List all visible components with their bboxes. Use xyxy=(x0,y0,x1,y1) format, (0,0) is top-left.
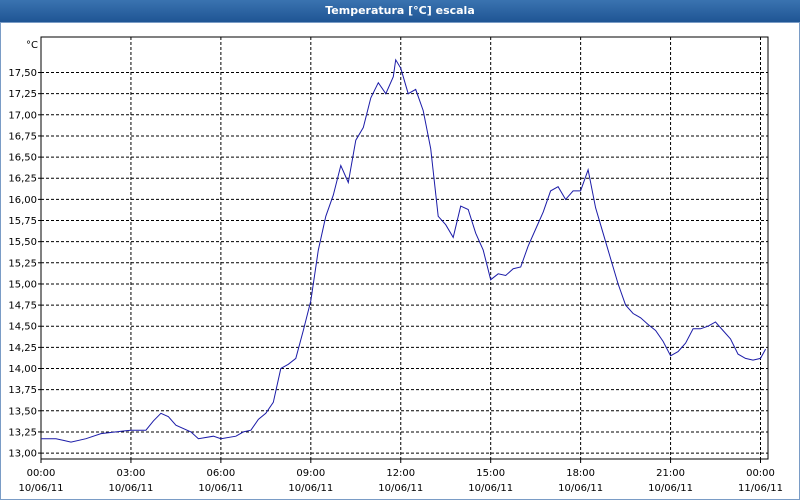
x-tick-label: 15:00 xyxy=(476,468,505,479)
x-tick-label: 00:00 xyxy=(746,468,775,479)
x-tick-label: 06:00 xyxy=(206,468,235,479)
y-tick-label: 16,50 xyxy=(8,153,37,164)
x-tick-label: 21:00 xyxy=(656,468,685,479)
y-tick-label: 14,25 xyxy=(8,343,37,354)
y-tick-label: 15,00 xyxy=(8,279,37,290)
y-tick-label: 14,75 xyxy=(8,301,37,312)
y-tick-label: 13,00 xyxy=(8,449,37,460)
x-tick-date: 10/06/11 xyxy=(19,483,64,494)
x-tick-date: 10/06/11 xyxy=(648,483,693,494)
y-tick-label: 17,50 xyxy=(8,68,37,79)
x-tick-label: 12:00 xyxy=(386,468,415,479)
y-tick-label: 16,75 xyxy=(8,131,37,142)
panel-border xyxy=(0,22,800,500)
x-tick-label: 18:00 xyxy=(566,468,595,479)
x-tick-date: 10/06/11 xyxy=(468,483,513,494)
x-tick-date: 10/06/11 xyxy=(288,483,333,494)
y-tick-label: 13,25 xyxy=(8,427,37,438)
y-unit: °C xyxy=(26,40,38,51)
x-tick-date: 10/06/11 xyxy=(108,483,153,494)
y-tick-label: 13,75 xyxy=(8,385,37,396)
x-tick-date: 10/06/11 xyxy=(198,483,243,494)
x-tick-date: 10/06/11 xyxy=(378,483,423,494)
x-tick-date: 10/06/11 xyxy=(558,483,603,494)
y-tick-label: 15,50 xyxy=(8,237,37,248)
x-tick-date: 11/06/11 xyxy=(738,483,783,494)
y-tick-label: 13,50 xyxy=(8,406,37,417)
x-tick-label: 00:00 xyxy=(27,468,56,479)
temperature-line xyxy=(41,58,767,443)
y-tick-label: 17,00 xyxy=(8,110,37,121)
y-tick-label: 14,00 xyxy=(8,364,37,375)
plot-frame xyxy=(40,36,769,460)
y-tick-label: 15,75 xyxy=(8,216,37,227)
chart: °C 13,00 13,25 13,50 13,75 14,00 14,25 14,50 14… xyxy=(0,22,800,500)
y-tick-label: 17,25 xyxy=(8,89,37,100)
y-tick-label: 14,50 xyxy=(8,322,37,333)
x-tick-label: 09:00 xyxy=(296,468,325,479)
y-tick-label: 16,00 xyxy=(8,195,37,206)
window-title: Temperatura [°C] escala xyxy=(0,0,800,22)
x-tick-label: 03:00 xyxy=(117,468,146,479)
y-tick-label: 15,25 xyxy=(8,258,37,269)
y-tick-label: 16,25 xyxy=(8,174,37,185)
